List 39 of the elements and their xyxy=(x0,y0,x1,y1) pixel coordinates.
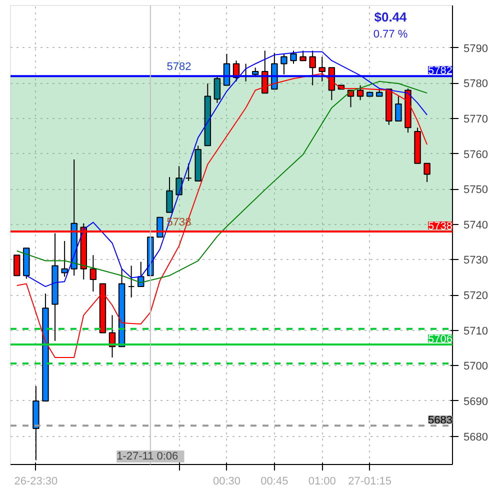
candlestick xyxy=(424,162,430,183)
x-tick-label: 00:30 xyxy=(212,476,240,488)
annotation: 5782 xyxy=(166,61,192,74)
annotation: 0.77 % xyxy=(373,28,408,40)
annotation: $0.44 xyxy=(374,10,408,24)
y-tick-label: 5760 xyxy=(464,148,488,161)
x-tick-label: 27-01:15 xyxy=(348,476,392,488)
ref-line-label: 1-27-11 0:06 xyxy=(116,450,178,462)
candlestick xyxy=(300,50,306,62)
y-tick-label: 5680 xyxy=(464,431,488,444)
candlestick xyxy=(280,53,288,75)
y-tick-label: 5750 xyxy=(464,184,488,196)
candlestick xyxy=(14,254,20,276)
ref-line-label: 5738 xyxy=(428,220,453,232)
y-tick-label: 5730 xyxy=(464,254,488,267)
candlestick xyxy=(166,176,173,213)
candlestick xyxy=(128,265,135,298)
candlestick xyxy=(356,84,364,101)
y-tick-label: 5770 xyxy=(464,113,488,126)
candlestick xyxy=(61,240,68,278)
y-tick-label: 5700 xyxy=(464,360,488,373)
ref-line-label: 5706 xyxy=(428,333,453,346)
candlestick xyxy=(290,50,297,64)
x-tick-label: 00:45 xyxy=(260,476,288,488)
candlestick xyxy=(185,162,192,182)
candlestick xyxy=(395,96,402,122)
y-tick-label: 5780 xyxy=(464,78,488,90)
candlestick xyxy=(156,216,164,238)
candlestick xyxy=(214,74,221,104)
y-tick-label: 5690 xyxy=(464,396,488,408)
x-tick-label: 26-23:30 xyxy=(14,476,58,488)
x-tick-label: 01:00 xyxy=(308,476,336,488)
y-tick-label: 5740 xyxy=(464,219,488,232)
y-tick-label: 5720 xyxy=(464,290,488,302)
y-tick-label: 5710 xyxy=(464,325,488,338)
candlestick xyxy=(90,254,97,292)
ref-line-label: 5683 xyxy=(428,414,453,427)
candlestick xyxy=(176,166,182,196)
y-tick-label: 5790 xyxy=(464,42,488,55)
